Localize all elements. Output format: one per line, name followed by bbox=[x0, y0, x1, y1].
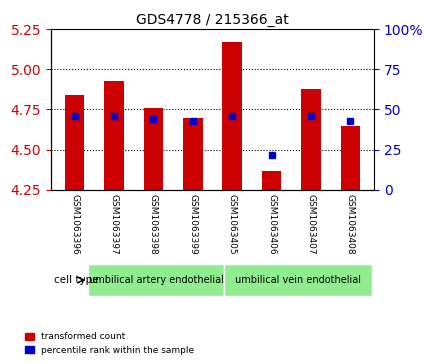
Text: GSM1063397: GSM1063397 bbox=[110, 193, 119, 254]
Text: umbilical vein endothelial: umbilical vein endothelial bbox=[235, 275, 361, 285]
Text: GSM1063398: GSM1063398 bbox=[149, 193, 158, 254]
FancyBboxPatch shape bbox=[224, 264, 372, 296]
Text: umbilical artery endothelial: umbilical artery endothelial bbox=[88, 275, 224, 285]
Text: GSM1063406: GSM1063406 bbox=[267, 193, 276, 254]
Text: GSM1063407: GSM1063407 bbox=[306, 193, 315, 254]
Text: GSM1063399: GSM1063399 bbox=[188, 193, 197, 254]
Text: GSM1063408: GSM1063408 bbox=[346, 193, 355, 254]
Text: GSM1063396: GSM1063396 bbox=[70, 193, 79, 254]
Bar bbox=[65, 95, 85, 190]
FancyBboxPatch shape bbox=[88, 264, 224, 296]
Bar bbox=[340, 126, 360, 190]
Text: GSM1063405: GSM1063405 bbox=[228, 193, 237, 254]
Bar bbox=[301, 89, 321, 190]
Text: cell type: cell type bbox=[54, 275, 99, 285]
Legend: transformed count, percentile rank within the sample: transformed count, percentile rank withi… bbox=[22, 329, 198, 359]
Bar bbox=[144, 108, 163, 190]
Title: GDS4778 / 215366_at: GDS4778 / 215366_at bbox=[136, 13, 289, 26]
Bar bbox=[262, 171, 281, 190]
Bar bbox=[183, 118, 203, 190]
Bar bbox=[104, 81, 124, 190]
Bar bbox=[222, 42, 242, 190]
